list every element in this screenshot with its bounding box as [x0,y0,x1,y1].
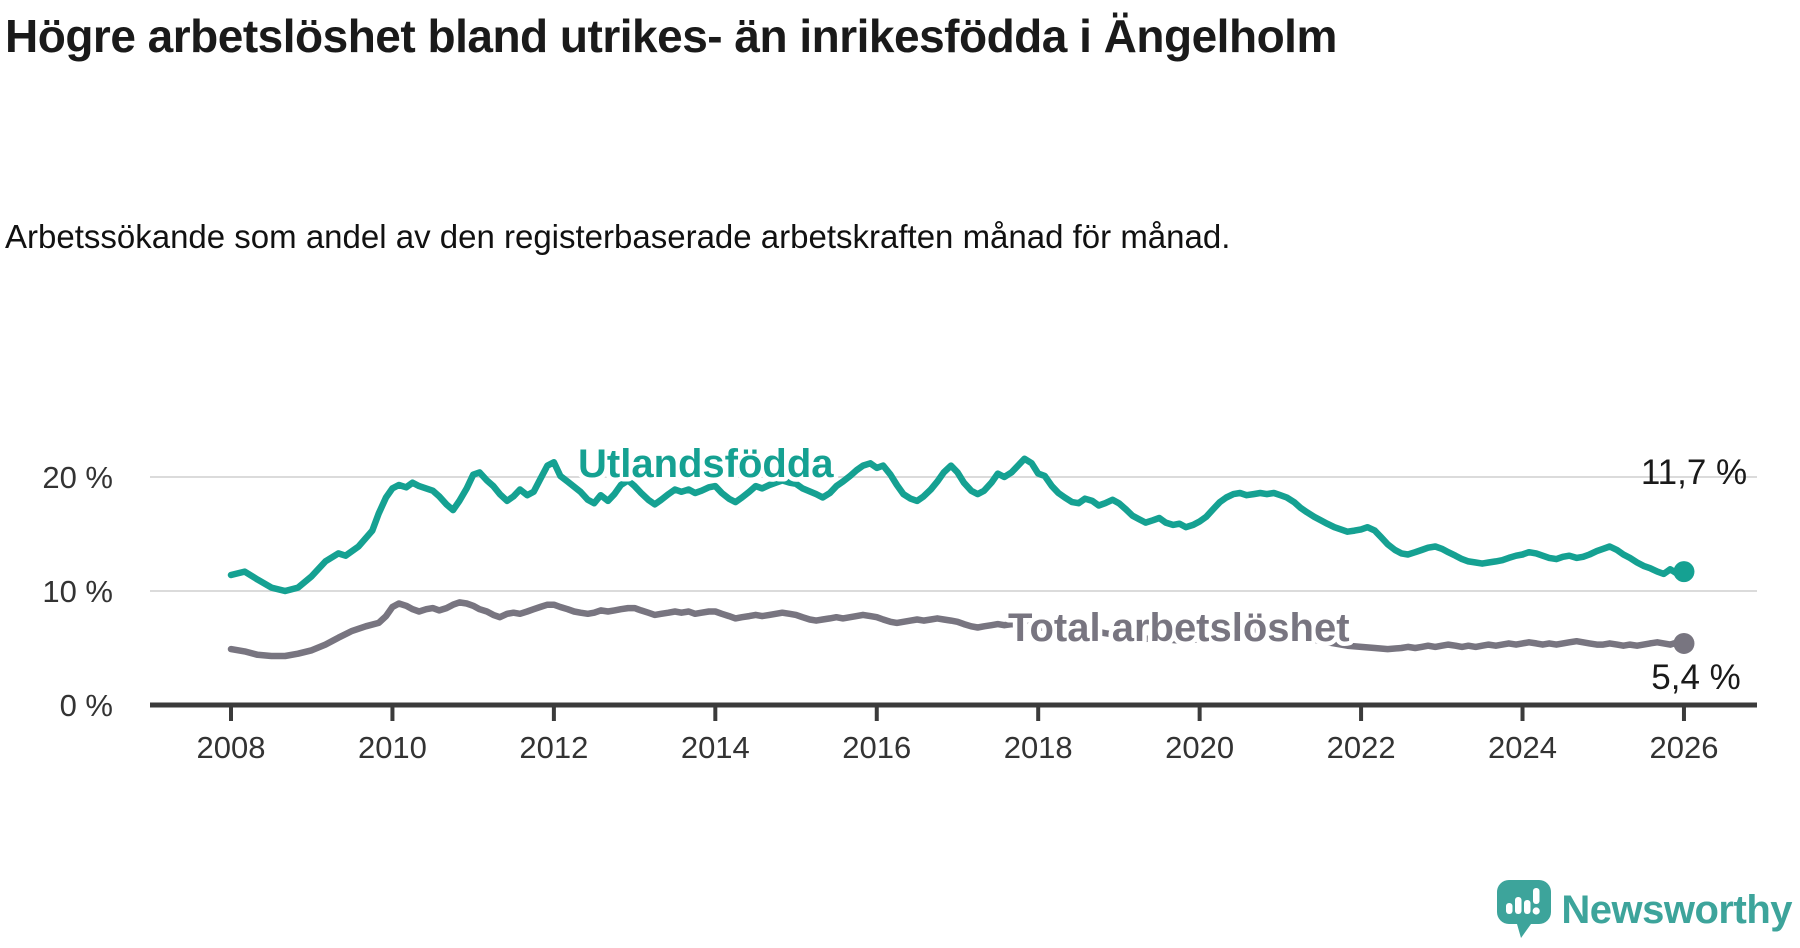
series-end-dot-utlandsfodda [1673,561,1695,583]
series-end-dot-total [1673,632,1695,654]
series-line-total [227,599,1688,660]
x-tick-label-2008: 2008 [197,730,266,765]
y-axis-label-10: 10 % [42,574,113,609]
series-line-utlandsfodda [227,455,1688,595]
newsworthy-logo-text: Newsworthy [1561,887,1792,932]
x-tick-label-2016: 2016 [842,730,911,765]
x-tick-label-2022: 2022 [1327,730,1396,765]
page-title: Högre arbetslöshet bland utrikes- än inr… [5,10,1337,62]
x-tick-label-2010: 2010 [358,730,427,765]
y-axis-label-20: 20 % [42,460,113,495]
x-tick-label-2012: 2012 [519,730,588,765]
chart-subtitle: Arbetssökande som andel av den registerb… [5,218,1231,255]
x-tick-label-2018: 2018 [1004,730,1073,765]
y-axis-label-0: 0 % [60,688,113,723]
x-tick-label-2026: 2026 [1649,730,1718,765]
x-tick-label-2020: 2020 [1165,730,1234,765]
end-value-label-total: 5,4 % [1651,658,1741,697]
end-value-label-utlandsfodda: 11,7 % [1641,453,1747,492]
series-label-utlandsfodda: Utlandsfödda [578,442,834,486]
newsworthy-logo: Newsworthy [1497,880,1792,940]
x-tick-label-2014: 2014 [681,730,750,765]
x-tick-label-2024: 2024 [1488,730,1557,765]
series-label-total: Total arbetslöshet [1008,606,1350,650]
speech-bubble-bar-chart-icon [1497,880,1552,938]
